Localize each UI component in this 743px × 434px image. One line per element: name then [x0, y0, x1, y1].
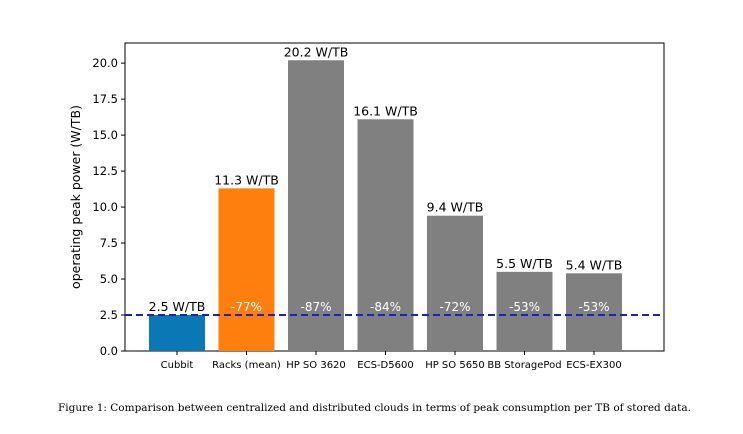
reduction-label: -53% [578, 300, 609, 314]
bar-chart: 0.0 2.5 5.0 7.5 10.0 12.5 15.0 17.5 20.0 2.5 W/T… [68, 42, 665, 371]
bars-group [149, 60, 622, 352]
reduction-label: -84% [370, 300, 401, 314]
reduction-label: -53% [509, 300, 540, 314]
bar [496, 271, 553, 351]
x-tick-label: HP SO 3620 [286, 360, 346, 371]
x-tick-label: ECS-D5600 [357, 360, 413, 371]
bar [218, 188, 275, 351]
x-tick-label: ECS-EX300 [566, 360, 622, 371]
y-tick-label: 7.5 [100, 236, 118, 250]
bar-value-label: 9.4 W/TB [427, 200, 484, 215]
x-tick-label: Racks (mean) [212, 360, 281, 371]
y-tick-label: 0.0 [100, 344, 118, 358]
y-tick-label: 15.0 [92, 128, 118, 142]
y-axis: 0.0 2.5 5.0 7.5 10.0 12.5 15.0 17.5 20.0 [92, 56, 125, 358]
x-tick-label: BB StoragePod [487, 360, 561, 371]
y-tick-label: 5.0 [100, 272, 118, 286]
reduction-label: -77% [231, 300, 262, 314]
labels-group: 2.5 W/TB 11.3 W/TB -77% 20.2 W/TB -87% 16.1 W… [149, 44, 623, 314]
bar [566, 273, 622, 351]
x-tick-label: Cubbit [161, 360, 194, 371]
y-tick-label: 2.5 [100, 308, 118, 322]
y-tick-label: 10.0 [92, 200, 118, 214]
figure-caption: Figure 1: Comparison between centralized… [58, 402, 691, 414]
x-axis: Cubbit Racks (mean) HP SO 3620 ECS-D5600 HP … [161, 351, 622, 371]
bar-value-label: 20.2 W/TB [284, 44, 349, 59]
bar-value-label: 5.4 W/TB [566, 257, 623, 272]
reduction-label: -87% [300, 300, 331, 314]
bar-value-label: 16.1 W/TB [353, 103, 418, 118]
y-axis-title: operating peak power (W/TB) [68, 105, 83, 289]
reduction-label: -72% [439, 300, 470, 314]
y-tick-label: 17.5 [92, 92, 118, 106]
bar-value-label: 2.5 W/TB [149, 299, 206, 314]
y-tick-label: 12.5 [92, 164, 118, 178]
bar [149, 315, 205, 351]
bar [427, 215, 483, 351]
bar-value-label: 11.3 W/TB [214, 172, 279, 187]
y-tick-label: 20.0 [92, 56, 118, 70]
bar-value-label: 5.5 W/TB [496, 256, 553, 271]
bar [357, 119, 414, 352]
x-tick-label: HP SO 5650 [425, 360, 485, 371]
bar [288, 60, 344, 351]
